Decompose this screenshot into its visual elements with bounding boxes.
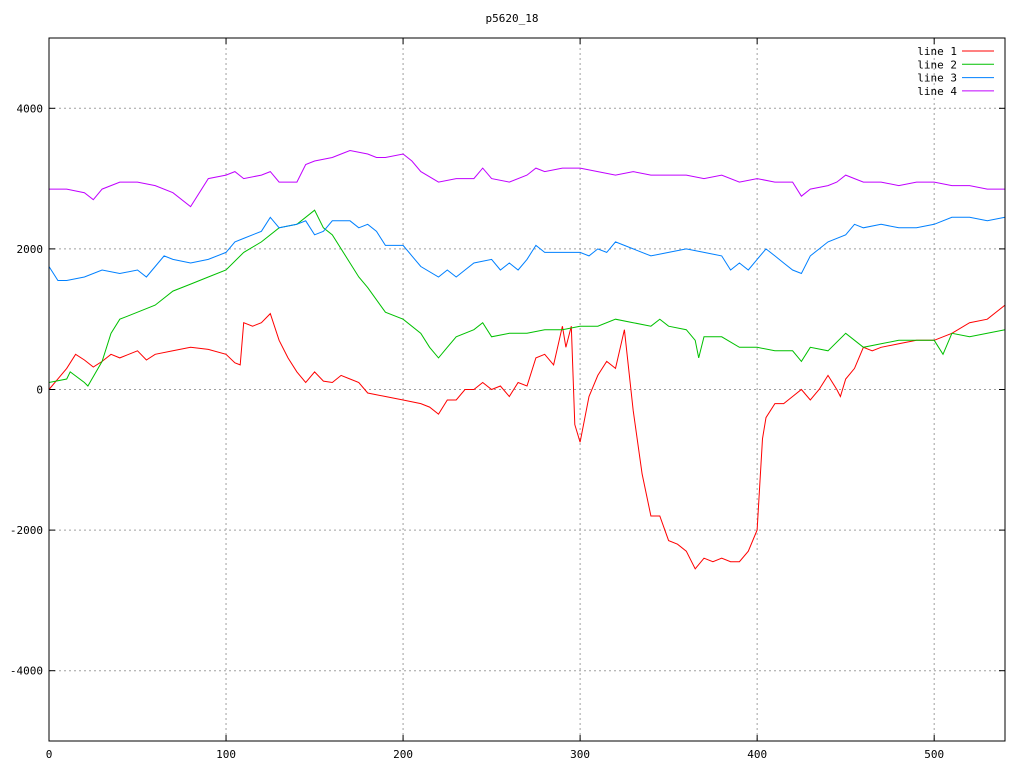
series-line-1 <box>48 304 1006 570</box>
series-line-4 <box>49 149 1005 208</box>
chart-title: p5620_18 <box>486 12 539 25</box>
y-tick-label: -4000 <box>10 665 43 678</box>
y-tick-label: -2000 <box>10 524 43 537</box>
x-tick-label: 100 <box>216 748 236 761</box>
grid <box>49 38 1005 741</box>
x-tick-label: 300 <box>570 748 590 761</box>
series-line-2 <box>48 209 1006 387</box>
x-tick-label: 400 <box>747 748 767 761</box>
legend-label: line 2 <box>917 58 957 71</box>
x-tick-label: 500 <box>924 748 944 761</box>
legend-label: line 1 <box>917 45 957 58</box>
axis-ticks: 0 100 200 300 400 500 -4000 -2000 0 2000 4000 <box>10 38 1005 761</box>
x-tick-label: 200 <box>393 748 413 761</box>
legend-label: line 4 <box>917 85 957 98</box>
series-group <box>48 149 1006 570</box>
series-line-3 <box>48 216 1006 281</box>
y-tick-label: 2000 <box>17 243 44 256</box>
y-tick-label: 0 <box>36 384 43 397</box>
x-tick-label: 0 <box>46 748 53 761</box>
legend-label: line 3 <box>917 72 957 85</box>
plot-frame <box>48 37 1006 742</box>
y-tick-label: 4000 <box>17 102 44 115</box>
